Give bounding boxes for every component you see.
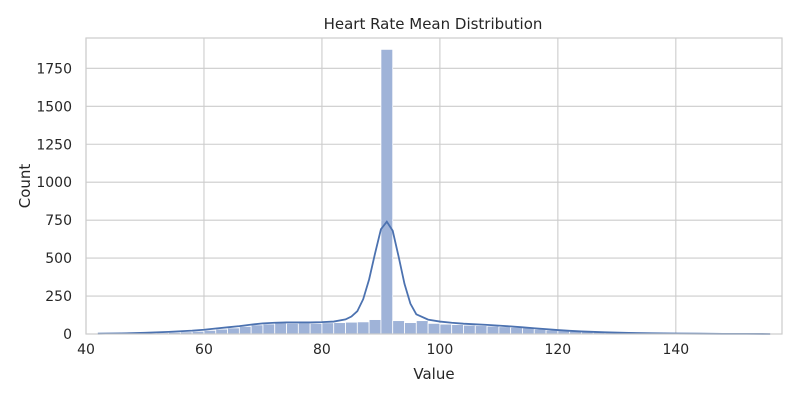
plot-frame (85, 37, 783, 335)
y-tick-label: 1500 (36, 99, 72, 115)
grid (85, 38, 782, 335)
histogram-bar (321, 322, 335, 335)
histogram-bar (463, 324, 476, 335)
histogram-bar (427, 322, 441, 335)
histogram-bar (274, 322, 287, 335)
y-axis-ticks: 0 250 500 750 1000 1250 1500 1750 (36, 61, 72, 343)
y-tick-label: 0 (63, 327, 72, 343)
histogram-bar (356, 321, 370, 335)
x-tick-label: 100 (427, 342, 454, 358)
histogram-bar (392, 320, 405, 335)
x-axis-label: Value (413, 365, 454, 383)
histogram-bar (439, 323, 453, 335)
x-axis-ticks: 40 60 80 100 120 140 (77, 342, 689, 358)
histogram-bar (227, 327, 240, 335)
x-tick-label: 140 (662, 342, 689, 358)
y-tick-label: 250 (45, 289, 72, 305)
chart-title: Heart Rate Mean Distribution (324, 15, 543, 33)
histogram-bar (309, 322, 323, 335)
histogram-bar (250, 324, 264, 335)
histogram-bar (368, 319, 382, 335)
histogram-bar (415, 320, 429, 335)
histogram-bar (498, 326, 512, 335)
y-tick-label: 1000 (36, 175, 72, 191)
y-axis-label: Count (16, 164, 34, 209)
histogram-bar (262, 323, 276, 335)
histogram-bar (215, 328, 228, 335)
x-tick-label: 80 (313, 342, 331, 358)
histogram-bar (286, 322, 299, 335)
y-tick-label: 750 (45, 213, 72, 229)
histogram-bar (297, 322, 311, 335)
histogram-bar (404, 322, 417, 335)
kde-curve (97, 220, 771, 335)
histogram-bar (238, 326, 252, 335)
histogram-bar (486, 325, 500, 335)
x-tick-label: 120 (544, 342, 571, 358)
histogram-bar (333, 322, 346, 335)
histogram-bar (474, 325, 488, 335)
x-tick-label: 40 (77, 342, 95, 358)
y-tick-label: 500 (45, 251, 72, 267)
y-tick-label: 1250 (36, 137, 72, 153)
histogram-bar (380, 48, 394, 335)
histogram-bar (345, 321, 358, 335)
histogram-bar (510, 326, 523, 335)
x-tick-label: 60 (195, 342, 213, 358)
histogram-bars (109, 48, 771, 335)
histogram-bar (451, 324, 464, 335)
y-tick-label: 1750 (36, 61, 72, 77)
